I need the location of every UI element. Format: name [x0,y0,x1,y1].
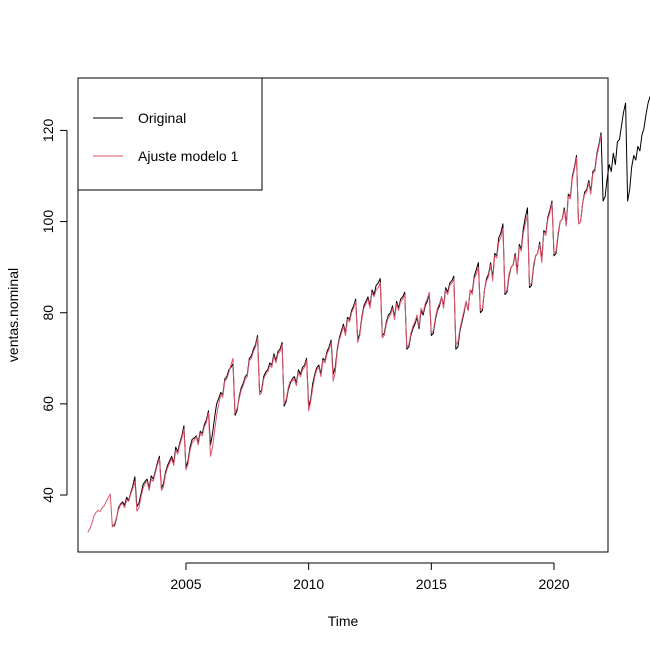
x-axis-title: Time [328,613,359,629]
legend: Original Ajuste modelo 1 [77,77,263,191]
y-tick-label-120: 120 [40,119,56,143]
series-line-ajuste-modelo-1 [87,134,602,533]
x-tick-label-2020: 2020 [538,576,569,592]
y-tick-label-80: 80 [40,305,56,321]
y-axis-title: ventas.nominal [5,268,21,362]
legend-label-ajuste: Ajuste modelo 1 [138,148,239,164]
x-tick-label-2015: 2015 [416,576,447,592]
legend-label-original: Original [138,110,186,126]
x-tick-label-2010: 2010 [293,576,324,592]
y-tick-label-60: 60 [40,396,56,412]
x-tick-label-2005: 2005 [170,576,201,592]
axes-layer: 2005 2010 2015 2020 40 60 80 100 120 [40,119,570,592]
series-layer [87,96,650,533]
plot-frame [77,77,609,553]
legend-box [77,77,263,191]
y-tick-label-40: 40 [40,487,56,503]
y-tick-label-100: 100 [40,210,56,234]
